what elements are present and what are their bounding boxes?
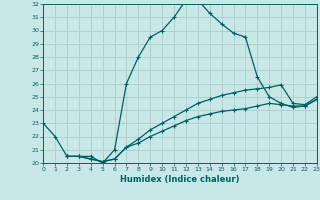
X-axis label: Humidex (Indice chaleur): Humidex (Indice chaleur) — [120, 175, 240, 184]
